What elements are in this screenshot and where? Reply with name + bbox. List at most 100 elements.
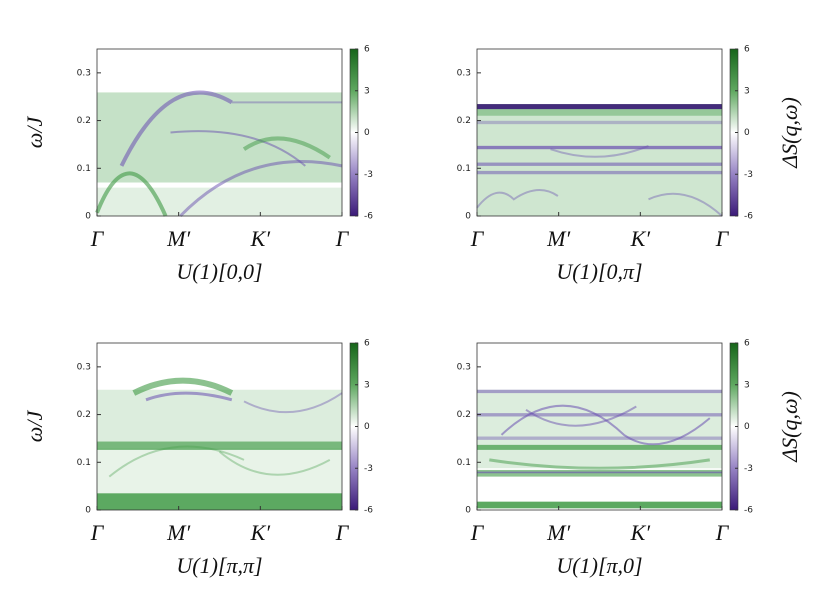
- heatmap-band: [477, 389, 722, 469]
- x-tick-label: Γ: [335, 226, 350, 251]
- x-tick-label: Γ: [90, 226, 105, 251]
- heatmap-band: [97, 441, 342, 450]
- y-axis-label: ω/J: [22, 116, 47, 149]
- colorbar-tick-label: -6: [364, 506, 373, 516]
- y-tick-label: 0.2: [457, 116, 471, 126]
- x-tick-label: K′: [250, 226, 272, 251]
- heatmap-band: [97, 493, 342, 510]
- heatmap-feature: [132, 377, 234, 396]
- heatmap-background: [477, 49, 722, 216]
- y-axis-label: ω/J: [22, 410, 47, 443]
- heatmap-feature: [243, 392, 343, 414]
- panel: 0 0.1 0.2 0.3 Γ M′ K′ Γ U(1)[π,π] ω/J 6 3 0 -3 -6: [22, 339, 373, 579]
- y-tick-label: 0.3: [457, 362, 471, 372]
- heatmap-band: [477, 501, 722, 509]
- x-tick-label: M′: [166, 226, 191, 251]
- x-tick-label: Γ: [470, 226, 485, 251]
- x-axis-label: U(1)[0,0]: [176, 259, 262, 284]
- y-tick-label: 0.3: [77, 362, 91, 372]
- heatmap-band: [477, 471, 722, 474]
- y-tick-label: 0.1: [457, 458, 471, 468]
- y-tick-label: 0: [465, 212, 471, 222]
- heatmap-feature: [145, 391, 233, 402]
- colorbar-tick-label: -3: [744, 170, 753, 180]
- heatmap-band: [477, 104, 722, 110]
- heatmap-feature: [500, 404, 711, 446]
- heatmap-feature: [179, 159, 343, 218]
- heatmap-band: [97, 187, 342, 216]
- y-tick-label: 0: [85, 506, 91, 516]
- colorbar-label: ΔS(q,ω): [777, 97, 802, 169]
- heatmap-feature: [489, 458, 711, 470]
- plot-frame: [96, 342, 343, 511]
- heatmap-feature: [95, 171, 168, 217]
- heatmap-feature: [525, 405, 637, 427]
- colorbar-tick-label: 0: [744, 422, 750, 432]
- y-tick-label: 0: [465, 506, 471, 516]
- x-axis-label: U(1)[π,0]: [556, 553, 642, 578]
- colorbar-tick-label: -3: [364, 170, 373, 180]
- colorbar-tick-label: 6: [364, 45, 370, 55]
- heatmap-band: [477, 104, 722, 116]
- colorbar-tick-label: 3: [744, 86, 750, 96]
- y-tick-label: 0.3: [77, 68, 91, 78]
- colorbar-tick-label: -6: [744, 212, 753, 222]
- x-tick-label: Γ: [470, 520, 485, 545]
- colorbar-label: ΔS(q,ω): [777, 391, 802, 463]
- heatmap-band: [477, 436, 722, 440]
- plot-frame: [476, 48, 723, 217]
- x-tick-label: Γ: [335, 520, 350, 545]
- heatmap-feature: [648, 192, 723, 217]
- heatmap-background: [477, 343, 722, 510]
- x-tick-label: K′: [630, 226, 652, 251]
- colorbar-tick-label: -6: [364, 212, 373, 222]
- x-tick-label: K′: [630, 520, 652, 545]
- heatmap-band: [477, 170, 722, 175]
- panel: 0 0.1 0.2 0.3 Γ M′ K′ Γ U(1)[0,π] 6 3 0 -3 -6 ΔS(q,ω): [457, 45, 802, 285]
- colorbar-tick-label: 6: [744, 339, 750, 349]
- heatmap-band: [477, 389, 722, 394]
- x-tick-label: Γ: [715, 226, 730, 251]
- y-tick-label: 0.1: [77, 458, 91, 468]
- panel: 0 0.1 0.2 0.3 Γ M′ K′ Γ U(1)[0,0] ω/J 6 3 0 -3 -6: [22, 45, 373, 285]
- x-tick-label: M′: [546, 520, 571, 545]
- heatmap-band: [97, 92, 342, 183]
- y-tick-label: 0.2: [77, 116, 91, 126]
- plot-frame: [476, 342, 723, 511]
- heatmap-background: [97, 343, 342, 510]
- heatmap-band: [97, 389, 342, 442]
- heatmap-feature: [242, 136, 331, 160]
- y-tick-label: 0: [85, 212, 91, 222]
- colorbar-tick-label: 6: [364, 339, 370, 349]
- y-tick-label: 0.2: [77, 410, 91, 420]
- colorbar-tick-label: 3: [364, 86, 370, 96]
- heatmap-feature: [170, 130, 306, 167]
- x-tick-label: M′: [546, 226, 571, 251]
- heatmap-band: [477, 444, 722, 450]
- colorbar-tick-label: 0: [744, 128, 750, 138]
- heatmap-band: [477, 413, 722, 417]
- colorbar-tick-label: 0: [364, 128, 370, 138]
- heatmap-band: [477, 162, 722, 166]
- heatmap-feature: [550, 144, 649, 158]
- colorbar-tick-label: -6: [744, 506, 753, 516]
- y-tick-label: 0.3: [457, 68, 471, 78]
- x-tick-label: Γ: [90, 520, 105, 545]
- x-tick-label: M′: [166, 520, 191, 545]
- heatmap-band: [97, 448, 342, 494]
- heatmap-feature: [476, 189, 559, 209]
- colorbar-tick-label: 3: [364, 380, 370, 390]
- y-tick-label: 0.1: [77, 164, 91, 174]
- y-tick-label: 0.1: [457, 164, 471, 174]
- heatmap-feature: [108, 445, 245, 478]
- colorbar-tick-label: -3: [744, 464, 753, 474]
- x-axis-label: U(1)[0,π]: [556, 259, 642, 284]
- colorbar-tick-label: -3: [364, 464, 373, 474]
- panel: 0 0.1 0.2 0.3 Γ M′ K′ Γ U(1)[π,0] 6 3 0 -3 -6 ΔS(q,ω): [457, 339, 802, 579]
- colorbar-tick-label: 3: [744, 380, 750, 390]
- y-tick-label: 0.2: [457, 410, 471, 420]
- heatmap-feature: [119, 90, 233, 167]
- plot-frame: [96, 48, 343, 217]
- heatmap-band: [477, 145, 722, 150]
